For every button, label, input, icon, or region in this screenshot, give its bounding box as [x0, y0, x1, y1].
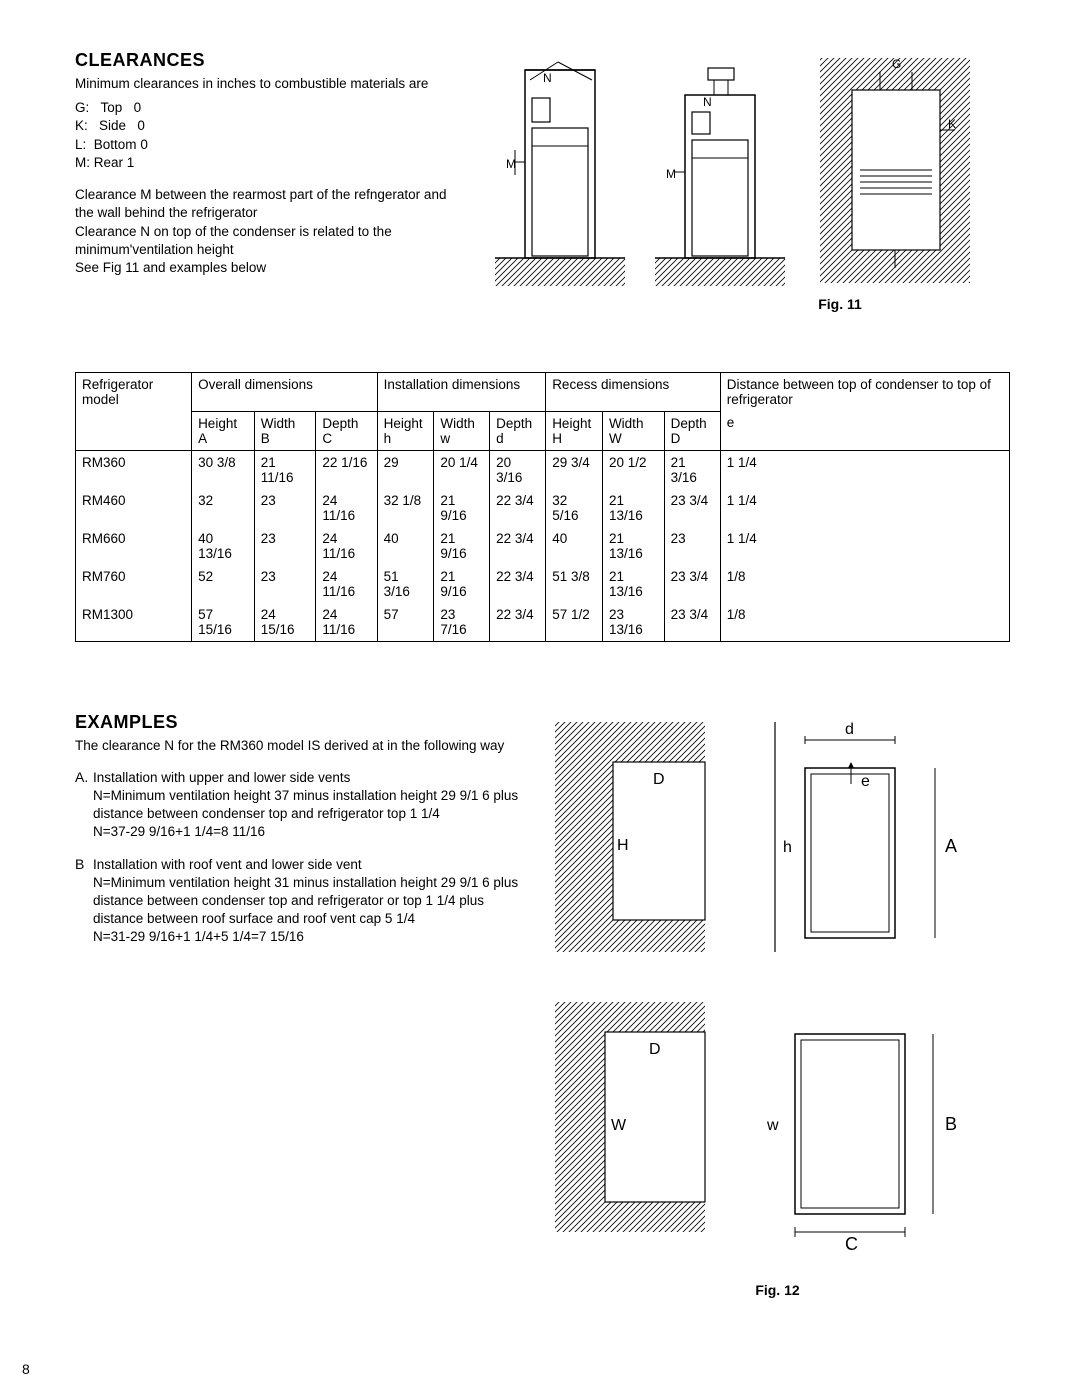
svg-text:D: D — [649, 1041, 661, 1058]
list-label: L: — [75, 137, 86, 152]
examples-intro: The clearance N for the RM360 model IS d… — [75, 737, 520, 755]
list-name: Side — [99, 118, 126, 133]
example-a-letter: A. — [75, 769, 93, 842]
th-depthD: DepthD — [664, 411, 720, 450]
fig11-middle-icon: N M — [640, 50, 790, 290]
fig12-container: D H d e h A D — [545, 712, 1010, 1298]
list-label: M: — [75, 155, 90, 170]
th-depthd: Depthd — [490, 411, 546, 450]
fig12-bottom-icon: D W w B C — [545, 992, 985, 1272]
list-name: Top — [101, 100, 123, 115]
th-install: Installation dimensions — [377, 373, 546, 412]
th-widthw: Widthw — [434, 411, 490, 450]
th-heightH: HeightH — [546, 411, 603, 450]
th-heightA: HeightA — [192, 411, 255, 450]
list-label: G: — [75, 100, 89, 115]
dimensions-table: Refrigerator model Overall dimensions In… — [75, 372, 1010, 642]
th-model: Refrigerator model — [76, 373, 192, 451]
list-label: K: — [75, 118, 88, 133]
svg-text:G: G — [892, 57, 901, 71]
svg-text:N: N — [703, 95, 712, 109]
example-a-heading: Installation with upper and lower side v… — [93, 769, 520, 787]
example-b-letter: B — [75, 856, 93, 947]
examples-title: EXAMPLES — [75, 712, 520, 733]
clearance-para-see: See Fig 11 and examples below — [75, 259, 460, 277]
page-number: 8 — [22, 1361, 30, 1377]
svg-text:D: D — [653, 771, 665, 788]
example-a-line1: N=Minimum ventilation height 37 minus in… — [93, 787, 520, 823]
svg-text:K: K — [948, 117, 956, 131]
example-b-line2: N=31-29 9/16+1 1/4+5 1/4=7 15/16 — [93, 928, 520, 946]
clearances-title: CLEARANCES — [75, 50, 460, 71]
th-depthC: DepthC — [316, 411, 377, 450]
svg-text:d: d — [845, 721, 854, 738]
list-val: 0 — [140, 137, 148, 152]
svg-text:h: h — [783, 839, 792, 856]
example-b-heading: Installation with roof vent and lower si… — [93, 856, 520, 874]
svg-text:W: W — [611, 1117, 627, 1134]
fig11-right-icon: G K — [800, 50, 980, 290]
svg-text:M: M — [666, 167, 676, 181]
th-widthW2: WidthW — [602, 411, 664, 450]
label-n: N — [543, 71, 552, 85]
th-distance: Distance between top of condenser to top… — [720, 373, 1009, 412]
list-name: Rear — [94, 155, 123, 170]
table-row: RM130057 15/1624 15/1624 11/165723 7/162… — [76, 603, 1010, 642]
table-row: RM36030 3/821 11/1622 1/162920 1/420 3/1… — [76, 450, 1010, 489]
svg-text:H: H — [617, 837, 629, 854]
clearance-para-n: Clearance N on top of the condenser is r… — [75, 223, 460, 259]
fig12-top-icon: D H d e h A — [545, 712, 985, 972]
example-b-line1: N=Minimum ventilation height 31 minus in… — [93, 874, 520, 929]
th-recess: Recess dimensions — [546, 373, 721, 412]
clearance-list: G: Top 0 K: Side 0 L: Bottom 0 M: Rear 1 — [75, 99, 460, 172]
th-widthB: WidthB — [254, 411, 316, 450]
svg-text:C: C — [845, 1234, 858, 1254]
th-overall: Overall dimensions — [192, 373, 378, 412]
svg-text:w: w — [766, 1117, 779, 1134]
th-heighth: Heighth — [377, 411, 434, 450]
list-val: 1 — [127, 155, 135, 170]
table-row: RM460322324 11/1632 1/821 9/1622 3/432 5… — [76, 489, 1010, 527]
clearance-para-m: Clearance M between the rearmost part of… — [75, 186, 460, 222]
svg-text:B: B — [945, 1114, 957, 1134]
fig11-container: M N — [480, 50, 980, 312]
fig12-caption: Fig. 12 — [545, 1282, 1010, 1298]
table-row: RM760522324 11/1651 3/1621 9/1622 3/451 … — [76, 565, 1010, 603]
fig11-left-icon: M N — [480, 50, 630, 290]
clearances-intro: Minimum clearances in inches to combusti… — [75, 75, 460, 93]
list-name: Bottom — [94, 137, 137, 152]
list-val: 0 — [134, 100, 142, 115]
list-val: 0 — [137, 118, 145, 133]
table-row: RM66040 13/162324 11/164021 9/1622 3/440… — [76, 527, 1010, 565]
fig11-caption: Fig. 11 — [700, 296, 980, 312]
svg-text:e: e — [861, 773, 870, 790]
svg-text:A: A — [945, 836, 957, 856]
th-e: e — [720, 411, 1009, 450]
example-a-line2: N=37-29 9/16+1 1/4=8 11/16 — [93, 823, 520, 841]
